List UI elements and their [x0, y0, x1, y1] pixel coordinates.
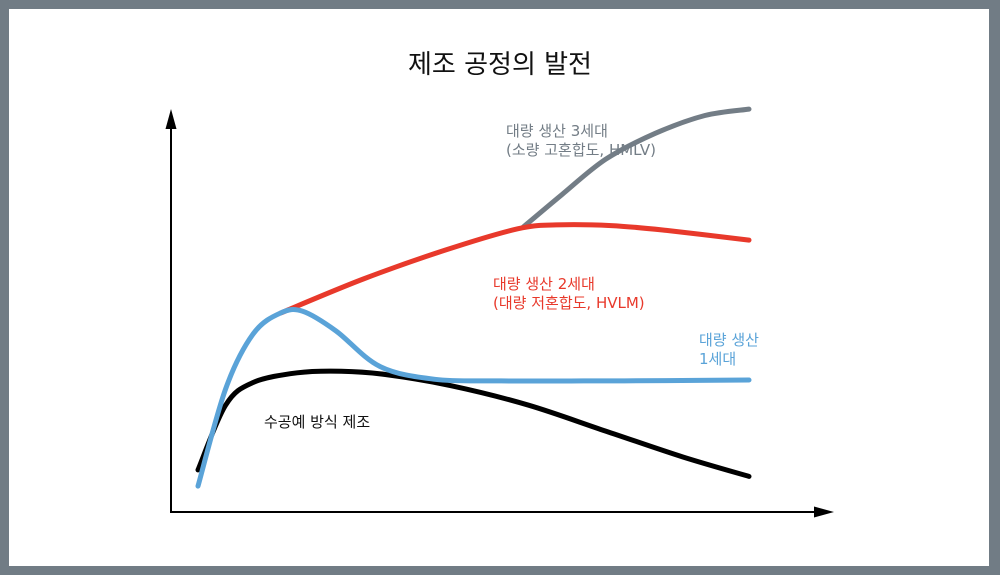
series-line-craft — [195, 368, 752, 479]
series-label-craft-line-1: 수공예 방식 제조 — [264, 413, 370, 431]
series-label-gen1-line-2: 1세대 — [699, 350, 736, 368]
series-label-gen1-line-1: 대량 생산 — [699, 331, 759, 349]
axes — [165, 109, 834, 518]
series-label-gen2-line-2: (대량 저혼합도, HVLM) — [493, 294, 645, 312]
series-line-gen1 — [195, 307, 752, 489]
series-label-gen2-line-1: 대량 생산 2세대 — [493, 275, 595, 293]
series-curves — [195, 106, 752, 489]
y-axis-arrow — [165, 109, 177, 129]
chart-title: 제조 공정의 발전 — [408, 50, 592, 80]
series-line-gen2 — [278, 222, 752, 316]
series-label-gen3-line-2: (소량 고혼합도, HMLV) — [506, 141, 656, 159]
series-label-gen3-line-1: 대량 생산 3세대 — [506, 122, 608, 140]
x-axis-arrow — [814, 506, 834, 518]
chart-frame: 제조 공정의 발전 수공예 방식 제조 대량 생산 1세대 대량 생산 2세대 (대량 … — [9, 9, 989, 566]
series-line-gen3 — [520, 106, 752, 230]
